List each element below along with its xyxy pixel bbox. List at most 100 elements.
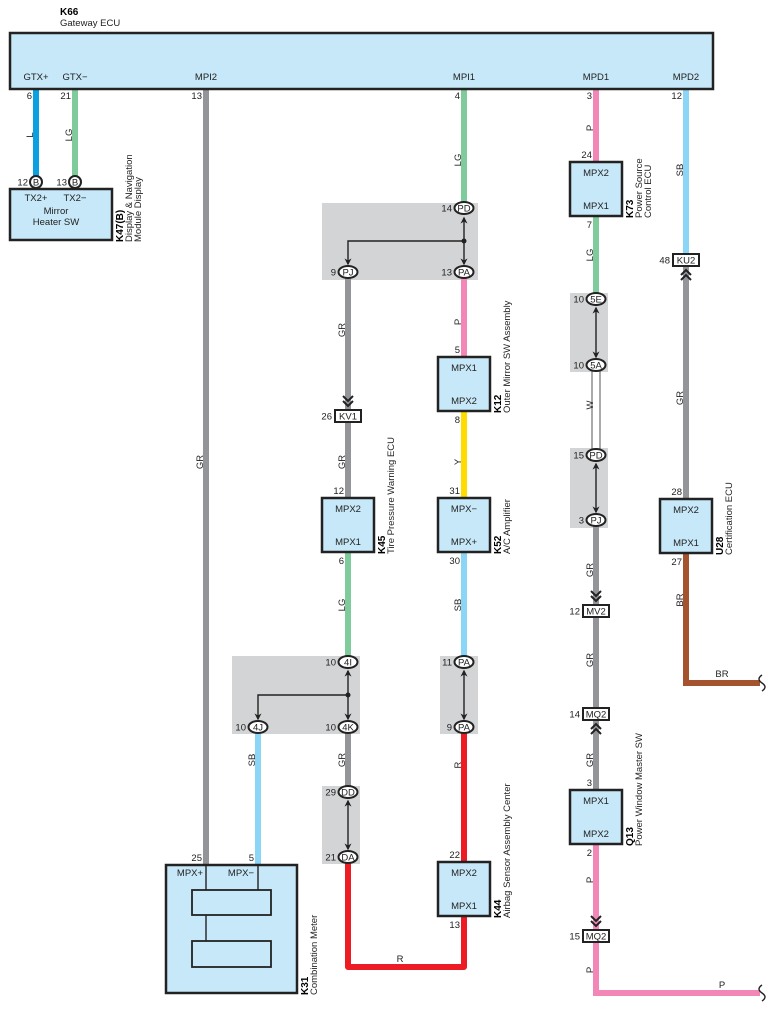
connector-k4[interactable]: 4K 10 <box>325 720 359 734</box>
chevron-up-icon <box>590 722 602 735</box>
component-name: A/C Amplifier <box>502 499 513 554</box>
wire-break-icon <box>758 984 766 1002</box>
component-k31[interactable]: MPX+ MPX− 25 5 K31 Combination Meter <box>164 853 320 995</box>
pin-number: 10 <box>573 295 584 306</box>
pin-label: MPX1 <box>673 538 699 549</box>
connector-ku2[interactable]: KU2 48 <box>659 253 700 281</box>
connector-code: PA <box>458 268 471 279</box>
component-name: Outer Mirror SW Assembly <box>502 300 513 413</box>
connector-code: MQ2 <box>586 710 607 721</box>
wire-color-label: GR <box>585 653 596 667</box>
pin-label: GTX+ <box>23 72 49 83</box>
component-name: Tire Pressure Warning ECU <box>386 437 397 554</box>
pin-number: 5 <box>455 345 460 356</box>
pin-number: 29 <box>325 788 336 799</box>
pin-label: MPX1 <box>583 796 609 807</box>
pin-number: 30 <box>449 556 460 567</box>
wire-color-label: L <box>25 132 36 137</box>
wire-color-label: GR <box>195 455 206 469</box>
connector-mv2[interactable]: MV2 12 <box>569 590 610 618</box>
junction-block-dd-da <box>322 786 360 864</box>
wire-color-label: LG <box>337 599 348 612</box>
wire-color-label: GR <box>337 323 348 337</box>
wire-color-label: LG <box>64 129 75 142</box>
pin-label: TX2+ <box>25 193 48 204</box>
wire-color-label: BR <box>675 593 686 606</box>
component-name: Certification ECU <box>724 482 735 555</box>
connector-code: MQ2 <box>586 932 607 943</box>
wire-color-label: P <box>585 967 596 973</box>
wire-color-label: SB <box>453 599 464 612</box>
pin-number: 21 <box>325 853 336 864</box>
component-id: K47(B) <box>115 210 126 242</box>
connector-kv1[interactable]: KV1 26 <box>321 395 362 423</box>
connector-dd[interactable]: DD 29 <box>325 785 359 799</box>
pin-number: 12 <box>17 178 28 189</box>
pin-number: 25 <box>191 853 202 864</box>
connector-pj1[interactable]: PJ 9 <box>331 265 359 279</box>
gateway-name: Gateway ECU <box>60 18 120 29</box>
pin-number: 2 <box>587 848 592 859</box>
connector-da[interactable]: DA 21 <box>325 850 359 864</box>
pin-label: MPX1 <box>583 201 609 212</box>
pin-number: 11 <box>442 658 452 669</box>
pin-number: 15 <box>573 451 584 462</box>
wire-break-icon <box>758 674 766 692</box>
chevron-down-icon <box>342 395 354 408</box>
wire-color-label: W <box>585 400 596 409</box>
pin-label: MPX2 <box>583 829 609 840</box>
pin-number: 28 <box>671 487 682 498</box>
splice-dot <box>461 238 467 244</box>
pin-label: MPI2 <box>195 72 217 83</box>
connector-e5[interactable]: 5E 10 <box>573 292 607 306</box>
junction-links <box>254 216 600 851</box>
chevron-down-icon <box>590 915 602 928</box>
component-id: Q13 <box>625 827 636 846</box>
wire-p <box>593 842 760 996</box>
component-k47[interactable]: B B 12 13 TX2+ TX2− Mirror Heater SW K47… <box>8 154 144 242</box>
connector-a5[interactable]: 5A 10 <box>573 358 607 372</box>
pin-label: MPX− <box>228 868 255 879</box>
wire-color-label: P <box>719 980 725 991</box>
pin-number: 12 <box>569 607 580 618</box>
pin-number: 4 <box>455 91 460 102</box>
component-inner-label: Mirror <box>44 206 69 217</box>
connector-pj2[interactable]: PJ 3 <box>579 513 607 527</box>
wire-color-label: GR <box>337 753 348 767</box>
wire-color-label: P <box>585 125 596 131</box>
connector-mq2b[interactable]: MQ2 15 <box>569 915 610 943</box>
connector-pa2[interactable]: PA 11 <box>442 655 475 669</box>
pin-label: MPX1 <box>335 537 361 548</box>
component-id: K52 <box>493 535 504 554</box>
connector-pa3[interactable]: PA 9 <box>447 720 475 734</box>
wire-color-label: GR <box>585 753 596 767</box>
connector-pd2[interactable]: PD 15 <box>573 448 607 462</box>
component-inner-label: Heater SW <box>33 217 79 228</box>
connector-code: DD <box>341 788 355 799</box>
connector-code: 5E <box>590 295 602 306</box>
connector-code: PA <box>458 723 471 734</box>
pin-number: 24 <box>581 150 592 161</box>
pin-number: 9 <box>331 268 336 279</box>
connector-j4[interactable]: 4J 10 <box>235 720 269 734</box>
connector-code: PD <box>457 204 470 215</box>
splice-dot <box>345 692 351 698</box>
gateway-id: K66 <box>60 7 79 18</box>
component-name: Power Source <box>634 158 645 218</box>
connector-i4[interactable]: 4I 10 <box>325 655 359 669</box>
connector-pd1[interactable]: PD 14 <box>441 201 475 215</box>
connector-pa1[interactable]: PA 13 <box>441 265 475 279</box>
gateway-ecu[interactable]: K66 Gateway ECU GTX+ GTX− MPI2 MPI1 MPD1… <box>8 7 715 102</box>
pin-number: 12 <box>671 91 682 102</box>
connector-mq2a[interactable]: MQ2 14 <box>569 707 610 735</box>
wire-color-label: SB <box>247 754 258 767</box>
wire-color-label: P <box>585 877 596 883</box>
pin-label: MPD1 <box>583 72 609 83</box>
